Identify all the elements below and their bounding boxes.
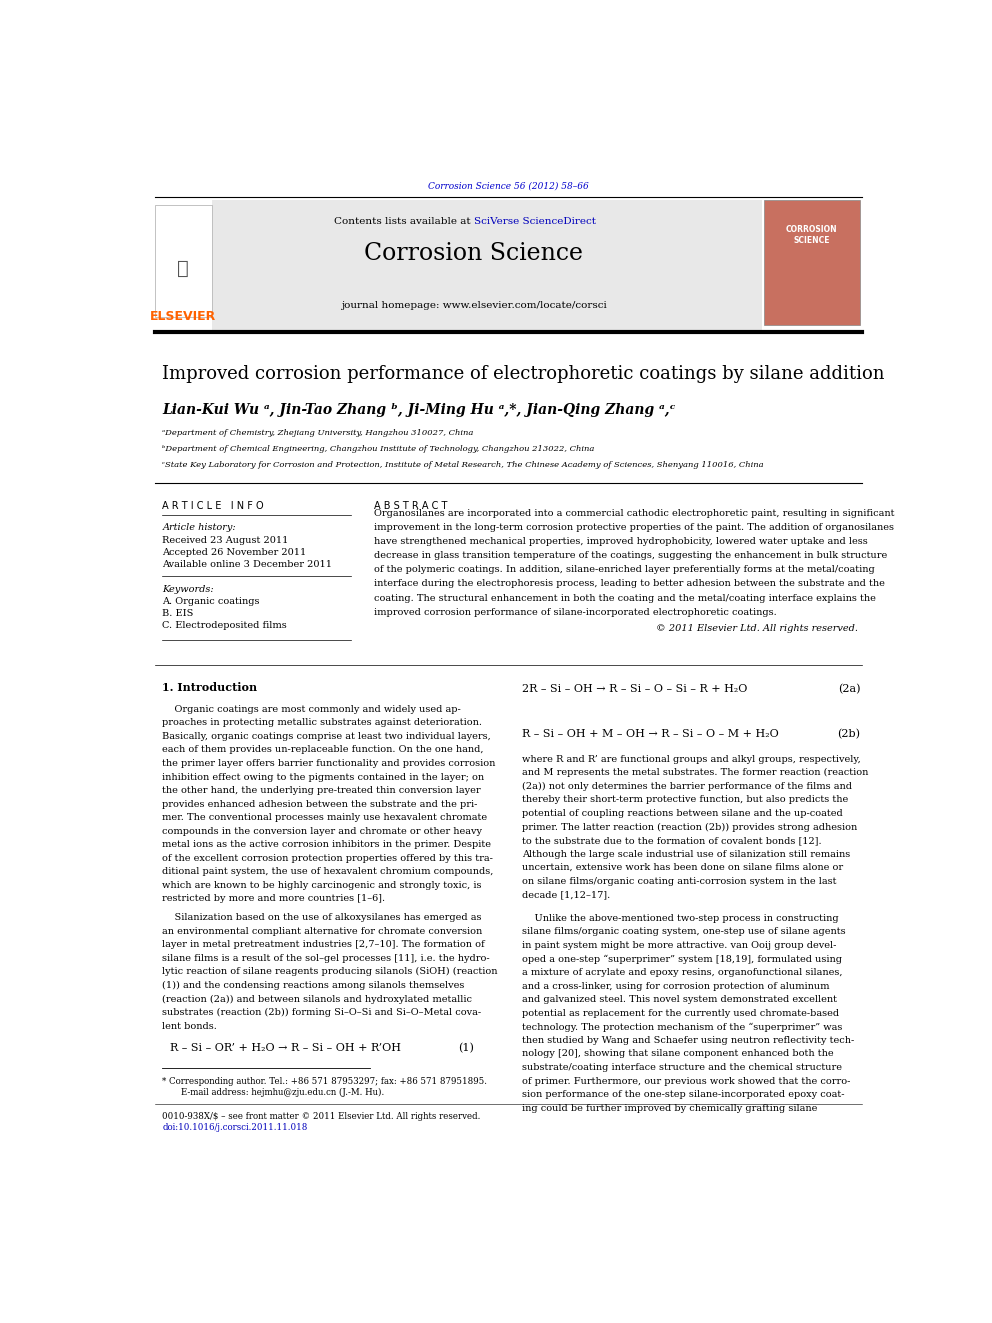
Text: Keywords:: Keywords: — [163, 585, 214, 594]
Text: ditional paint system, the use of hexavalent chromium compounds,: ditional paint system, the use of hexava… — [163, 868, 494, 876]
Text: (2a)) not only determines the barrier performance of the films and: (2a)) not only determines the barrier pe… — [522, 782, 852, 791]
Text: oped a one-step “superprimer” system [18,19], formulated using: oped a one-step “superprimer” system [18… — [522, 955, 842, 964]
Text: C. Electrodeposited films: C. Electrodeposited films — [163, 622, 288, 630]
Text: Unlike the above-mentioned two-step process in constructing: Unlike the above-mentioned two-step proc… — [522, 914, 839, 923]
Text: E-mail address: hejmhu@zju.edu.cn (J.-M. Hu).: E-mail address: hejmhu@zju.edu.cn (J.-M.… — [171, 1088, 384, 1097]
Text: CORROSION
SCIENCE: CORROSION SCIENCE — [786, 225, 837, 245]
Text: metal ions as the active corrosion inhibitors in the primer. Despite: metal ions as the active corrosion inhib… — [163, 840, 491, 849]
Text: (2a): (2a) — [838, 684, 860, 695]
Text: (reaction (2a)) and between silanols and hydroxylated metallic: (reaction (2a)) and between silanols and… — [163, 995, 472, 1004]
Text: improvement in the long-term corrosion protective properties of the paint. The a: improvement in the long-term corrosion p… — [374, 524, 894, 532]
Text: then studied by Wang and Schaefer using neutron reflectivity tech-: then studied by Wang and Schaefer using … — [522, 1036, 854, 1045]
Text: coating. The structural enhancement in both the coating and the metal/coating in: coating. The structural enhancement in b… — [374, 594, 876, 602]
Text: ELSEVIER: ELSEVIER — [150, 310, 216, 323]
Text: restricted by more and more countries [1–6].: restricted by more and more countries [1… — [163, 894, 386, 904]
Text: thereby their short-term protective function, but also predicts the: thereby their short-term protective func… — [522, 795, 848, 804]
Text: the other hand, the underlying pre-treated thin conversion layer: the other hand, the underlying pre-treat… — [163, 786, 481, 795]
Text: layer in metal pretreatment industries [2,7–10]. The formation of: layer in metal pretreatment industries [… — [163, 941, 485, 949]
Text: * Corresponding author. Tel.: +86 571 87953297; fax: +86 571 87951895.: * Corresponding author. Tel.: +86 571 87… — [163, 1077, 487, 1086]
Text: proaches in protecting metallic substrates against deterioration.: proaches in protecting metallic substrat… — [163, 718, 482, 728]
Text: sion performance of the one-step silane-incorporated epoxy coat-: sion performance of the one-step silane-… — [522, 1090, 845, 1099]
Text: decade [1,12–17].: decade [1,12–17]. — [522, 890, 610, 900]
Text: 2R – Si – OH → R – Si – O – Si – R + H₂O: 2R – Si – OH → R – Si – O – Si – R + H₂O — [522, 684, 748, 695]
Text: of the excellent corrosion protection properties offered by this tra-: of the excellent corrosion protection pr… — [163, 853, 493, 863]
Text: B. EIS: B. EIS — [163, 609, 193, 618]
Text: Basically, organic coatings comprise at least two individual layers,: Basically, organic coatings comprise at … — [163, 732, 491, 741]
Text: 0010-938X/$ – see front matter © 2011 Elsevier Ltd. All rights reserved.: 0010-938X/$ – see front matter © 2011 El… — [163, 1113, 481, 1122]
Text: primer. The latter reaction (reaction (2b)) provides strong adhesion: primer. The latter reaction (reaction (2… — [522, 823, 857, 832]
Bar — [155, 205, 212, 316]
Text: Corrosion Science 56 (2012) 58–66: Corrosion Science 56 (2012) 58–66 — [428, 181, 589, 191]
Text: lytic reaction of silane reagents producing silanols (SiOH) (reaction: lytic reaction of silane reagents produc… — [163, 967, 498, 976]
Text: in paint system might be more attractive. van Ooij group devel-: in paint system might be more attractive… — [522, 941, 836, 950]
Text: Organosilanes are incorporated into a commercial cathodic electrophoretic paint,: Organosilanes are incorporated into a co… — [374, 509, 895, 519]
Text: A B S T R A C T: A B S T R A C T — [374, 501, 447, 511]
Text: A. Organic coatings: A. Organic coatings — [163, 597, 260, 606]
Text: and a cross-linker, using for corrosion protection of aluminum: and a cross-linker, using for corrosion … — [522, 982, 829, 991]
Text: substrates (reaction (2b)) forming Si–O–Si and Si–O–Metal cova-: substrates (reaction (2b)) forming Si–O–… — [163, 1008, 481, 1017]
Text: doi:10.1016/j.corsci.2011.11.018: doi:10.1016/j.corsci.2011.11.018 — [163, 1123, 308, 1132]
Text: of primer. Furthermore, our previous work showed that the corro-: of primer. Furthermore, our previous wor… — [522, 1077, 850, 1085]
Text: Lian-Kui Wu ᵃ, Jin-Tao Zhang ᵇ, Ji-Ming Hu ᵃ,*, Jian-Qing Zhang ᵃ,ᶜ: Lian-Kui Wu ᵃ, Jin-Tao Zhang ᵇ, Ji-Ming … — [163, 404, 676, 417]
Text: 1. Introduction: 1. Introduction — [163, 683, 258, 693]
Text: Accepted 26 November 2011: Accepted 26 November 2011 — [163, 548, 307, 557]
Text: Received 23 August 2011: Received 23 August 2011 — [163, 536, 289, 545]
Text: a mixture of acrylate and epoxy resins, organofunctional silanes,: a mixture of acrylate and epoxy resins, … — [522, 968, 843, 978]
Text: A R T I C L E   I N F O: A R T I C L E I N F O — [163, 501, 264, 511]
Text: inhibition effect owing to the pigments contained in the layer; on: inhibition effect owing to the pigments … — [163, 773, 484, 782]
Text: improved corrosion performance of silane-incorporated electrophoretic coatings.: improved corrosion performance of silane… — [374, 607, 777, 617]
Text: ᵃDepartment of Chemistry, Zhejiang University, Hangzhou 310027, China: ᵃDepartment of Chemistry, Zhejiang Unive… — [163, 429, 474, 437]
Text: lent bonds.: lent bonds. — [163, 1021, 217, 1031]
Text: Organic coatings are most commonly and widely used ap-: Organic coatings are most commonly and w… — [163, 705, 461, 714]
Text: journal homepage: www.elsevier.com/locate/corsci: journal homepage: www.elsevier.com/locat… — [341, 302, 607, 311]
Text: where R and R’ are functional groups and alkyl groups, respectively,: where R and R’ are functional groups and… — [522, 754, 861, 763]
Text: (2b): (2b) — [837, 729, 860, 740]
Text: ing could be further improved by chemically grafting silane: ing could be further improved by chemica… — [522, 1103, 817, 1113]
Text: Contents lists available at: Contents lists available at — [334, 217, 474, 226]
Text: mer. The conventional processes mainly use hexavalent chromate: mer. The conventional processes mainly u… — [163, 814, 487, 822]
Text: each of them provides un-replaceable function. On the one hand,: each of them provides un-replaceable fun… — [163, 745, 484, 754]
Bar — [212, 200, 762, 329]
Text: technology. The protection mechanism of the “superprimer” was: technology. The protection mechanism of … — [522, 1023, 842, 1032]
Text: and M represents the metal substrates. The former reaction (reaction: and M represents the metal substrates. T… — [522, 769, 869, 778]
Text: Although the large scale industrial use of silanization still remains: Although the large scale industrial use … — [522, 849, 850, 859]
Text: ᶜState Key Laboratory for Corrosion and Protection, Institute of Metal Research,: ᶜState Key Laboratory for Corrosion and … — [163, 462, 764, 470]
Text: Available online 3 December 2011: Available online 3 December 2011 — [163, 560, 332, 569]
Bar — [764, 200, 860, 325]
Text: Improved corrosion performance of electrophoretic coatings by silane addition: Improved corrosion performance of electr… — [163, 365, 885, 382]
Text: Article history:: Article history: — [163, 524, 236, 532]
Text: © 2011 Elsevier Ltd. All rights reserved.: © 2011 Elsevier Ltd. All rights reserved… — [656, 623, 858, 632]
Text: to the substrate due to the formation of covalent bonds [12].: to the substrate due to the formation of… — [522, 836, 821, 845]
Text: R – Si – OH + M – OH → R – Si – O – M + H₂O: R – Si – OH + M – OH → R – Si – O – M + … — [522, 729, 779, 740]
Text: and galvanized steel. This novel system demonstrated excellent: and galvanized steel. This novel system … — [522, 995, 837, 1004]
Text: provides enhanced adhesion between the substrate and the pri-: provides enhanced adhesion between the s… — [163, 799, 478, 808]
Text: (1): (1) — [458, 1044, 474, 1053]
Text: 🌳: 🌳 — [178, 258, 189, 278]
Text: uncertain, extensive work has been done on silane films alone or: uncertain, extensive work has been done … — [522, 863, 843, 872]
Text: Corrosion Science: Corrosion Science — [364, 242, 583, 266]
Text: interface during the electrophoresis process, leading to better adhesion between: interface during the electrophoresis pro… — [374, 579, 885, 589]
Text: decrease in glass transition temperature of the coatings, suggesting the enhance: decrease in glass transition temperature… — [374, 552, 887, 561]
Text: on silane films/organic coating anti-corrosion system in the last: on silane films/organic coating anti-cor… — [522, 877, 836, 885]
Text: (1)) and the condensing reactions among silanols themselves: (1)) and the condensing reactions among … — [163, 980, 465, 990]
Text: compounds in the conversion layer and chromate or other heavy: compounds in the conversion layer and ch… — [163, 827, 482, 836]
Text: Silanization based on the use of alkoxysilanes has emerged as: Silanization based on the use of alkoxys… — [163, 913, 482, 922]
Text: nology [20], showing that silane component enhanced both the: nology [20], showing that silane compone… — [522, 1049, 834, 1058]
Text: silane films/organic coating system, one-step use of silane agents: silane films/organic coating system, one… — [522, 927, 846, 937]
Text: have strengthened mechanical properties, improved hydrophobicity, lowered water : have strengthened mechanical properties,… — [374, 537, 868, 546]
Text: SciVerse ScienceDirect: SciVerse ScienceDirect — [474, 217, 596, 226]
Text: the primer layer offers barrier functionality and provides corrosion: the primer layer offers barrier function… — [163, 759, 496, 767]
Text: ᵇDepartment of Chemical Engineering, Changzhou Institute of Technology, Changzho: ᵇDepartment of Chemical Engineering, Cha… — [163, 445, 595, 452]
Text: which are known to be highly carcinogenic and strongly toxic, is: which are known to be highly carcinogeni… — [163, 881, 482, 890]
Text: silane films is a result of the sol–gel processes [11], i.e. the hydro-: silane films is a result of the sol–gel … — [163, 954, 490, 963]
Text: substrate/coating interface structure and the chemical structure: substrate/coating interface structure an… — [522, 1062, 842, 1072]
Text: potential of coupling reactions between silane and the up-coated: potential of coupling reactions between … — [522, 808, 843, 818]
Text: of the polymeric coatings. In addition, silane-enriched layer preferentially for: of the polymeric coatings. In addition, … — [374, 565, 875, 574]
Text: potential as replacement for the currently used chromate-based: potential as replacement for the current… — [522, 1008, 839, 1017]
Text: an environmental compliant alternative for chromate conversion: an environmental compliant alternative f… — [163, 926, 483, 935]
Text: R – Si – OR’ + H₂O → R – Si – OH + R’OH: R – Si – OR’ + H₂O → R – Si – OH + R’OH — [171, 1044, 401, 1053]
